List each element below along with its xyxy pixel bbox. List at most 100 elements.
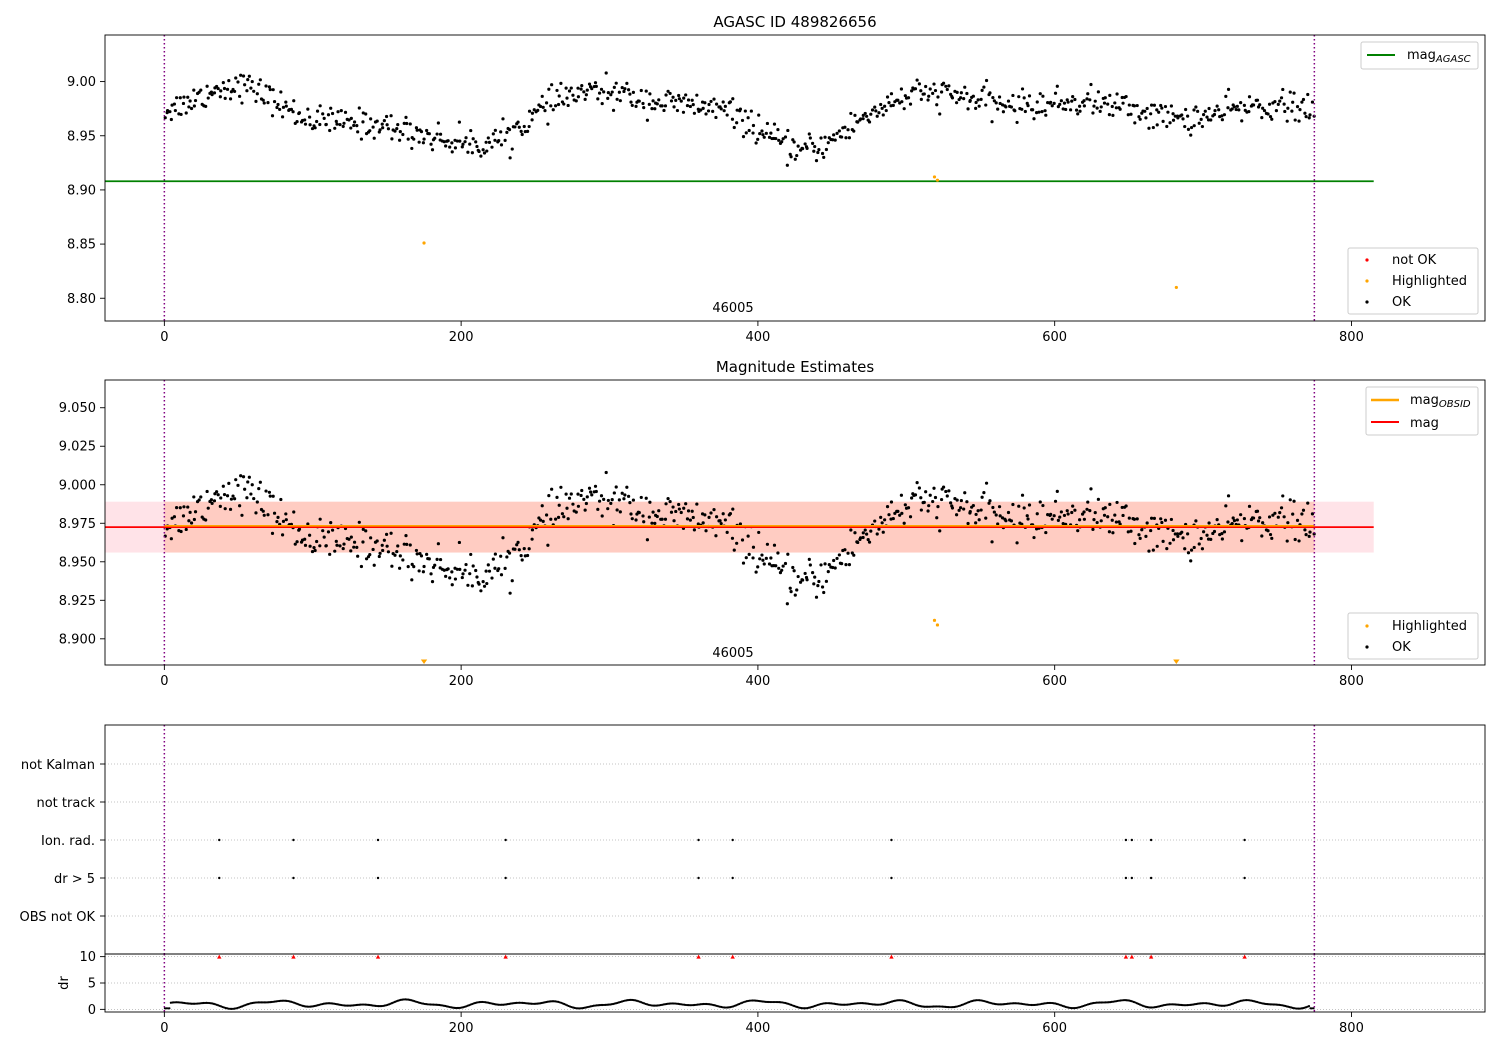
panel-dr-plot-area: [104, 953, 1486, 1013]
ok-point: [1113, 513, 1117, 517]
ok-point: [1261, 106, 1265, 110]
ok-point: [1038, 92, 1042, 96]
ok-point: [606, 507, 610, 511]
ok-point: [751, 131, 755, 135]
ok-point: [356, 554, 360, 558]
ok-point: [384, 532, 389, 537]
ok-point: [1013, 109, 1017, 113]
ok-point: [966, 107, 970, 111]
ok-point: [677, 97, 681, 101]
panel-agasc-inner: [105, 35, 1374, 321]
ok-point: [824, 147, 829, 152]
ok-point: [1149, 528, 1153, 533]
ok-point: [875, 532, 879, 536]
ok-point: [1189, 125, 1194, 130]
ok-point: [808, 136, 812, 140]
ok-point: [1144, 116, 1148, 120]
ok-point: [933, 88, 938, 93]
ok-point: [877, 527, 881, 531]
ok-point: [1247, 95, 1252, 99]
ok-point: [751, 545, 756, 549]
ok-point: [228, 97, 233, 101]
ok-point: [448, 145, 452, 149]
ok-point: [1220, 118, 1224, 122]
ok-point: [178, 506, 182, 510]
ok-point: [355, 124, 359, 128]
ok-point: [751, 123, 756, 128]
ok-point: [1232, 519, 1237, 523]
p2-xtick-label: 800: [1339, 674, 1364, 689]
ok-point: [532, 108, 536, 112]
ok-point: [974, 512, 978, 517]
ok-point: [1004, 105, 1008, 109]
ok-point: [620, 85, 624, 90]
ok-point: [192, 104, 196, 108]
ok-point: [974, 521, 978, 525]
ok-point: [865, 532, 869, 536]
ok-point: [1085, 507, 1089, 511]
ok-point: [644, 496, 648, 500]
ok-point: [1255, 509, 1260, 513]
ok-point: [1074, 108, 1079, 112]
ok-point: [725, 530, 729, 534]
ok-point: [1171, 112, 1175, 116]
ok-point: [197, 498, 201, 502]
ok-point: [1135, 103, 1139, 108]
flag-point: [376, 876, 380, 880]
ok-point: [899, 493, 904, 497]
ok-point: [891, 516, 895, 521]
ok-point: [564, 86, 568, 90]
ok-point: [769, 131, 773, 135]
ok-point: [1110, 104, 1114, 109]
ok-point: [1138, 536, 1142, 540]
ok-point: [780, 568, 784, 572]
ok-point: [549, 104, 553, 108]
ok-point: [436, 542, 440, 546]
p4-xtick-label: 400: [745, 1021, 770, 1036]
ok-point: [1247, 504, 1252, 508]
ok-point: [861, 535, 865, 540]
ok-point: [1049, 512, 1053, 516]
ok-point: [732, 125, 736, 130]
ok-point: [270, 531, 275, 535]
ok-point: [690, 509, 694, 513]
ok-point: [567, 496, 572, 500]
ok-point: [182, 505, 186, 509]
ok-point: [701, 521, 705, 525]
panel-agasc-obsid-label: 46005: [712, 301, 753, 316]
ok-point: [1006, 510, 1011, 515]
ok-point: [361, 120, 365, 124]
p1-ytick-label: 8.95: [67, 129, 96, 144]
ok-point: [484, 140, 488, 144]
ok-point: [1127, 516, 1131, 520]
p2-xtick-label: 400: [745, 674, 770, 689]
ok-point: [954, 101, 959, 105]
ok-point: [618, 510, 622, 514]
p2-ytick-label: 8.900: [59, 632, 96, 647]
ok-point: [1022, 506, 1026, 510]
ok-point: [837, 129, 841, 133]
ok-point: [625, 485, 629, 489]
ok-point: [385, 123, 389, 127]
ok-point: [761, 133, 765, 137]
ok-point: [199, 88, 203, 92]
ok-point: [417, 140, 421, 144]
ok-point: [1032, 117, 1036, 121]
ok-point: [165, 527, 169, 531]
ok-point: [847, 563, 852, 567]
ok-point: [941, 485, 946, 489]
ok-point: [1261, 521, 1265, 525]
ok-point: [1108, 93, 1112, 97]
ok-point: [623, 493, 627, 497]
ok-point: [485, 149, 489, 153]
ok-point: [321, 529, 325, 533]
ok-point: [1292, 499, 1296, 503]
ok-point: [822, 590, 826, 595]
ok-point: [767, 135, 772, 139]
p2-ytick-label: 9.025: [59, 440, 96, 455]
ok-point: [998, 514, 1002, 518]
ok-point: [436, 121, 440, 125]
ok-point: [257, 82, 261, 86]
ok-point: [310, 549, 315, 554]
ok-point: [846, 551, 850, 555]
